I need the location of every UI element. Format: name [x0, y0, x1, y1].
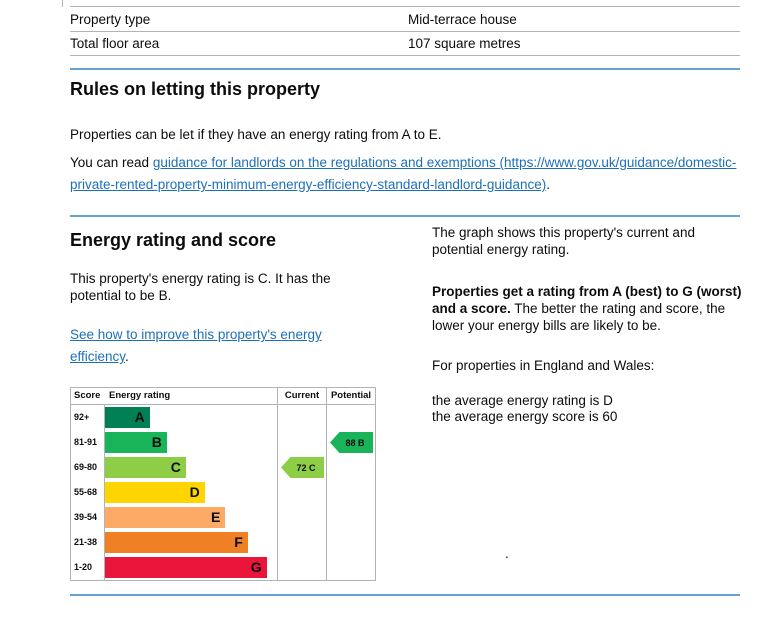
table-edge-stub: [62, 0, 63, 7]
epc-bar-area: G: [105, 555, 277, 580]
guidance-prefix-text: You can read: [70, 155, 153, 170]
property-summary-table: Property type Mid-terrace house Total fl…: [70, 6, 740, 56]
epc-score-label: 92+: [71, 405, 105, 430]
epc-potential-column: 88 B: [326, 405, 375, 580]
epc-current-column: 72 C: [277, 405, 326, 580]
epc-band-bar-g: G: [105, 557, 267, 578]
region-line-text: For properties in England and Wales:: [432, 358, 655, 373]
epc-band-row: 92+ A: [71, 405, 277, 430]
current-column-header: Current: [277, 388, 326, 404]
epc-score-label: 1-20: [71, 555, 105, 580]
average-score-text: the average energy score is 60: [432, 409, 618, 424]
energy-section-heading: Energy rating and score: [70, 230, 277, 250]
floor-area-value: 107 square metres: [408, 36, 521, 51]
epc-band-bar-d: D: [105, 482, 205, 503]
epc-score-label: 21-38: [71, 530, 105, 555]
epc-score-label: 81-91: [71, 430, 105, 455]
section-divider: [70, 594, 740, 596]
epc-band-row: 39-54 E: [71, 505, 277, 530]
epc-bar-area: A: [105, 405, 277, 430]
graph-intro-text: The graph shows this property's current …: [432, 225, 695, 257]
floor-area-label: Total floor area: [70, 36, 160, 51]
epc-band-bar-e: E: [105, 507, 226, 528]
average-rating-text: the average energy rating is D: [432, 393, 613, 408]
property-type-label: Property type: [70, 11, 151, 27]
score-column-header: Score: [74, 390, 101, 401]
epc-score-label: 69-80: [71, 455, 105, 480]
epc-band-row: 69-80 C: [71, 455, 277, 480]
epc-bar-area: B: [105, 430, 277, 455]
rules-intro-text: Properties can be let if they have an en…: [70, 127, 442, 142]
epc-score-label: 55-68: [71, 480, 105, 505]
table-row: Property type Mid-terrace house: [70, 6, 740, 31]
epc-band-row: 81-91 B: [71, 430, 277, 455]
epc-band-bar-c: C: [105, 457, 186, 478]
energy-rating-summary: This property's energy rating is C. It h…: [70, 271, 331, 303]
epc-bar-area: D: [105, 480, 277, 505]
epc-band-bar-b: B: [105, 432, 167, 453]
improve-suffix-text: .: [125, 349, 129, 364]
property-type-value: Mid-terrace house: [408, 11, 517, 27]
epc-band-bar-a: A: [105, 407, 150, 428]
epc-bar-area: E: [105, 505, 277, 530]
epc-band-row: 1-20 G: [71, 555, 277, 580]
epc-potential-arrow: 88 B: [330, 432, 373, 453]
stray-period-mark: .: [505, 546, 509, 561]
improve-efficiency-paragraph: See how to improve this property's energ…: [70, 324, 360, 368]
section-divider: [70, 215, 740, 217]
rules-section-heading: Rules on letting this property: [70, 79, 321, 99]
epc-rating-chart: Score Energy rating Current Potential 92…: [70, 387, 376, 581]
epc-bar-area: C: [105, 455, 277, 480]
rating-explanation-bold: Properties get a rating from A (best) to…: [432, 284, 742, 316]
table-row: Total floor area 107 square metres: [70, 31, 740, 56]
epc-band-bar-f: F: [105, 532, 248, 553]
improve-efficiency-link[interactable]: See how to improve this property's energ…: [70, 327, 322, 364]
section-divider: [70, 68, 740, 70]
epc-score-label: 39-54: [71, 505, 105, 530]
epc-chart-header: Score Energy rating Current Potential: [71, 388, 375, 405]
rules-guidance-paragraph: You can read guidance for landlords on t…: [70, 152, 760, 196]
epc-bar-area: F: [105, 530, 277, 555]
potential-column-header: Potential: [326, 388, 375, 404]
landlord-guidance-link[interactable]: guidance for landlords on the regulation…: [70, 155, 737, 192]
rating-explanation-rest: The better the rating and score, the low…: [432, 301, 726, 333]
national-averages: the average energy rating is D the avera…: [432, 393, 742, 425]
rating-explanation: Properties get a rating from A (best) to…: [432, 283, 748, 334]
epc-band-row: 55-68 D: [71, 480, 277, 505]
epc-current-arrow: 72 C: [281, 457, 324, 478]
epc-band-row: 21-38 F: [71, 530, 277, 555]
epc-band-rows: 92+ A 81-91 B 69-80 C 55-68 D 39-54 E 21-38 F 1-20 G: [71, 405, 277, 580]
energy-rating-column-header: Energy rating: [109, 390, 171, 401]
guidance-suffix-text: .: [546, 177, 550, 192]
